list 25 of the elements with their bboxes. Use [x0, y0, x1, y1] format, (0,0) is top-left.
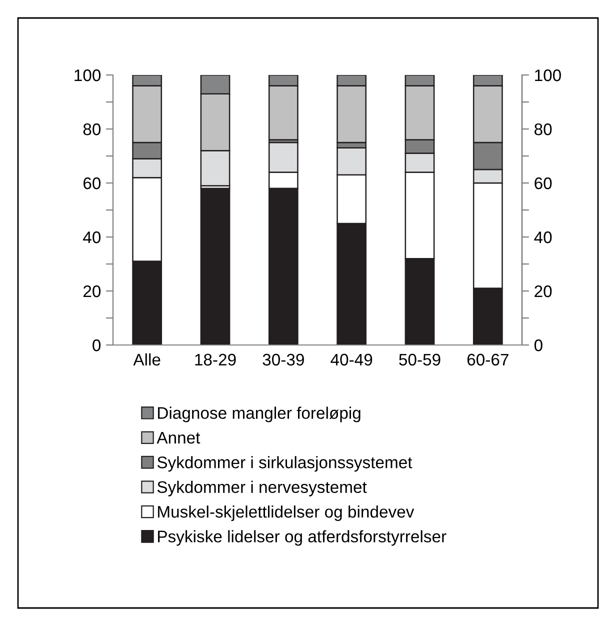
y-tick-label: 20 — [83, 285, 101, 298]
y2-tick-label: 100 — [535, 69, 561, 82]
y-tick-label: 0 — [92, 339, 101, 352]
legend-label: Sykdommer i sirkulasjonssystemet — [157, 456, 412, 472]
y-tick-label: 80 — [83, 123, 101, 136]
y2-tick-label: 0 — [534, 339, 542, 352]
y-tick-label: 60 — [84, 177, 101, 190]
x-tick-label: Alle — [133, 353, 160, 366]
legend-label: Muskel-skjelettlidelser og bindevev — [158, 505, 414, 522]
y-tick-label: 100 — [74, 69, 101, 82]
x-tick-label: 40-49 — [330, 354, 372, 366]
y2-tick-label: 40 — [534, 231, 552, 244]
bar — [200, 188, 230, 345]
x-tick-label: 60-67 — [467, 354, 508, 366]
y2-tick-label: 80 — [534, 123, 552, 136]
x-tick-label: 18-29 — [195, 354, 236, 366]
x-tick-label: 30-39 — [262, 354, 304, 366]
legend-label: Psykiske lidelser og atferdsforstyrrelser — [158, 530, 446, 546]
legend-label: Diagnose mangler foreløpig — [158, 406, 360, 422]
x-tick-label: 50-59 — [399, 354, 440, 366]
legend-label: Annet — [156, 432, 200, 444]
y2-tick-label: 60 — [534, 177, 552, 190]
y-tick-label: 40 — [83, 231, 101, 244]
y2-tick-label: 20 — [534, 285, 552, 298]
legend-label: Sykdommer i nervesystemet — [157, 480, 367, 496]
